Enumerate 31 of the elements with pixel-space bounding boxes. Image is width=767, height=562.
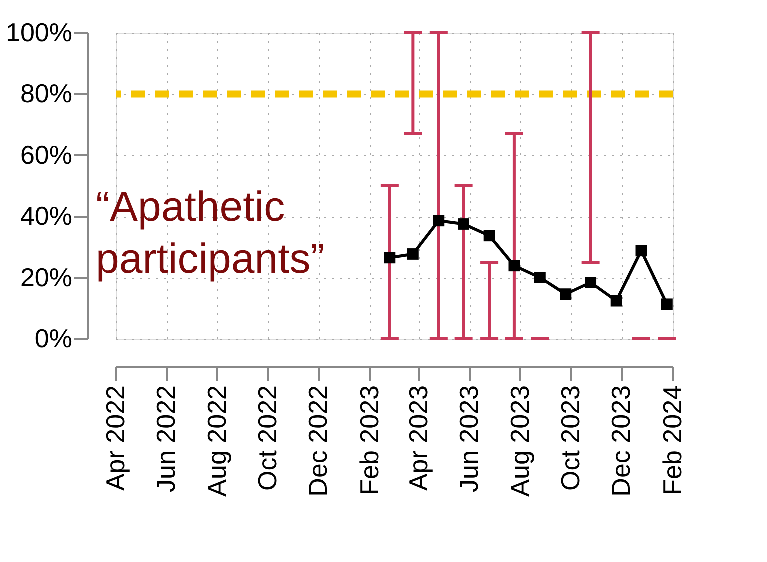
point — [534, 272, 546, 284]
point — [636, 245, 648, 257]
point — [484, 230, 496, 242]
x-tick-label: Jun 2023 — [454, 386, 484, 492]
point — [407, 248, 419, 260]
point — [560, 288, 572, 300]
x-tick-label: Oct 2022 — [252, 386, 282, 492]
annotation: “Apathetic participants” — [96, 183, 325, 282]
y-tick-label: 40% — [20, 201, 72, 232]
y-tick-label: 60% — [20, 140, 72, 170]
x-tick-label: Aug 2022 — [202, 386, 232, 497]
point — [585, 276, 597, 288]
point — [610, 295, 622, 307]
x-tick-label: Jun 2022 — [151, 386, 182, 492]
x-tick-label: Dec 2023 — [606, 386, 636, 497]
x-tick-label: Apr 2023 — [403, 386, 434, 492]
x-tick-label: Apr 2022 — [100, 386, 130, 492]
y-tick-label: 0% — [34, 324, 72, 354]
y-tick-label: 80% — [20, 78, 72, 109]
y-tick-label: 20% — [20, 262, 72, 292]
x-tick-label: Oct 2023 — [555, 386, 586, 492]
point — [508, 260, 520, 272]
point — [433, 215, 445, 227]
point — [458, 218, 470, 230]
y-tick-label: 100% — [6, 18, 72, 48]
x-tick-label: Feb 2023 — [354, 386, 385, 496]
x-tick-label: Dec 2022 — [303, 386, 334, 497]
point — [661, 298, 673, 310]
x-tick-label: Feb 2024 — [658, 386, 688, 496]
x-tick-label: Aug 2023 — [504, 386, 535, 497]
point — [384, 252, 396, 264]
